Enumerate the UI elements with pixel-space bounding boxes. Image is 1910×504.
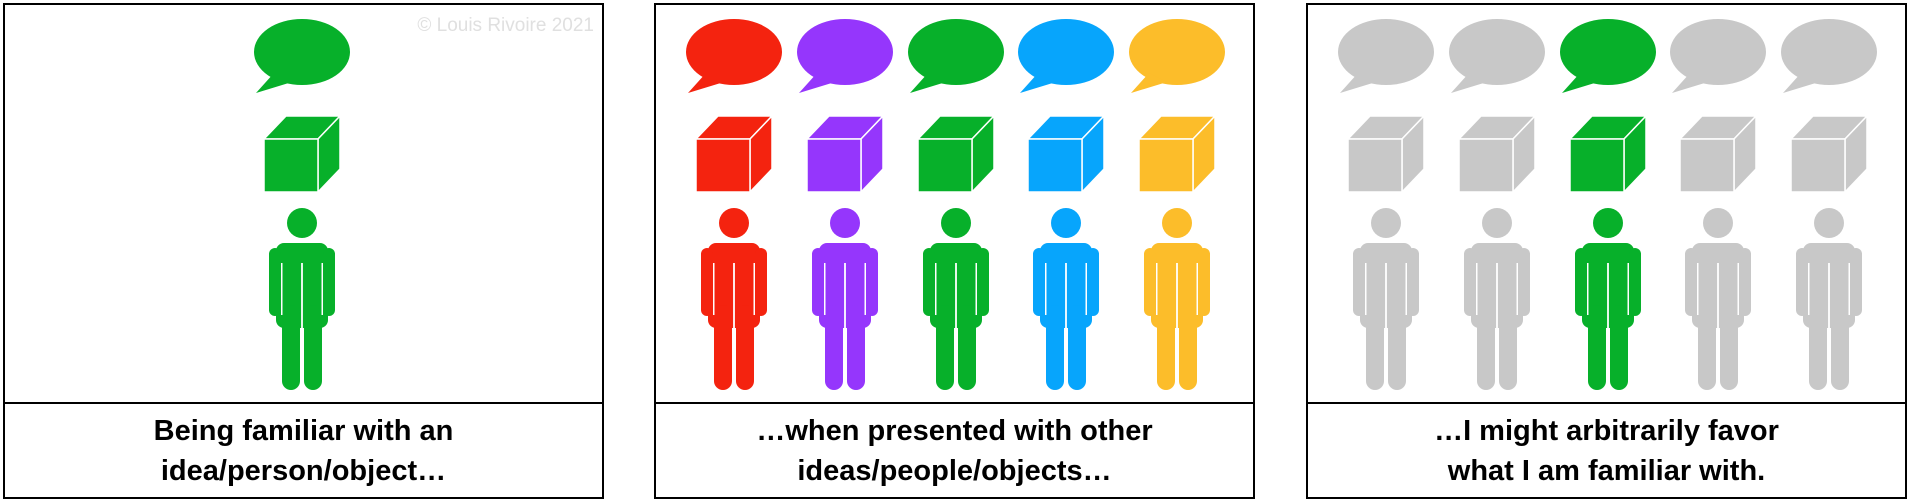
person-icon xyxy=(1575,208,1641,390)
caption-line-1: …when presented with other xyxy=(756,414,1153,447)
speech-bubble-icon xyxy=(797,19,893,93)
figure-group xyxy=(1018,19,1114,390)
person-icon xyxy=(1144,208,1210,390)
person-icon xyxy=(1353,208,1419,390)
caption-line-1: …I might arbitrarily favor xyxy=(1434,414,1779,447)
panel-presented-caption: …when presented with other ideas/people/… xyxy=(656,402,1253,497)
figure-group xyxy=(797,19,893,390)
speech-bubble-icon xyxy=(1129,19,1225,93)
person-icon xyxy=(269,208,335,390)
caption-line-1: Being familiar with an xyxy=(153,414,454,447)
cube-icon xyxy=(1569,115,1647,193)
figure-group xyxy=(686,19,782,390)
copyright-notice: © Louis Rivoire 2021 xyxy=(417,15,594,36)
panel-familiar-caption: Being familiar with an idea/person/objec… xyxy=(5,402,602,497)
figure-group xyxy=(908,19,1004,390)
speech-bubble-icon xyxy=(1781,19,1877,93)
cube-icon xyxy=(1679,115,1757,193)
speech-bubble-icon xyxy=(1449,19,1545,93)
speech-bubble-icon xyxy=(1018,19,1114,93)
panel-familiar: © Louis Rivoire 2021 Being familiar with… xyxy=(3,3,604,499)
person-icon xyxy=(923,208,989,390)
cube-icon xyxy=(1458,115,1536,193)
speech-bubble-icon xyxy=(908,19,1004,93)
figure-group xyxy=(1781,19,1877,390)
panel-favor-familiar: …I might arbitrarily favor what I am fam… xyxy=(1306,3,1907,499)
figure-group xyxy=(1670,19,1766,390)
person-icon xyxy=(812,208,878,390)
cube-icon xyxy=(695,115,773,193)
cube-icon xyxy=(1790,115,1868,193)
speech-bubble-icon xyxy=(1338,19,1434,93)
cube-icon xyxy=(917,115,995,193)
figure-group xyxy=(1560,19,1656,390)
panel-familiar-illustration xyxy=(254,19,350,390)
panel-favor-caption: …I might arbitrarily favor what I am fam… xyxy=(1308,402,1905,497)
cube-icon xyxy=(1138,115,1216,193)
caption-line-2: what I am familiar with. xyxy=(1447,454,1766,487)
person-icon xyxy=(1796,208,1862,390)
figure-group xyxy=(1129,19,1225,390)
person-icon xyxy=(1685,208,1751,390)
cube-icon xyxy=(1027,115,1105,193)
figure-group xyxy=(254,19,350,390)
person-icon xyxy=(701,208,767,390)
person-icon xyxy=(1033,208,1099,390)
panel-favor-familiar-illustration xyxy=(1338,19,1877,390)
speech-bubble-icon xyxy=(1670,19,1766,93)
speech-bubble-icon xyxy=(1560,19,1656,93)
caption-line-2: idea/person/object… xyxy=(160,454,447,487)
person-icon xyxy=(1464,208,1530,390)
speech-bubble-icon xyxy=(686,19,782,93)
cube-icon xyxy=(1347,115,1425,193)
cube-icon xyxy=(806,115,884,193)
cube-icon xyxy=(263,115,341,193)
figure-group xyxy=(1449,19,1545,390)
panel-presented-with-others: …when presented with other ideas/people/… xyxy=(654,3,1255,499)
speech-bubble-icon xyxy=(254,19,350,93)
panel-presented-with-others-illustration xyxy=(686,19,1225,390)
figure-group xyxy=(1338,19,1434,390)
caption-line-2: ideas/people/objects… xyxy=(797,454,1112,487)
